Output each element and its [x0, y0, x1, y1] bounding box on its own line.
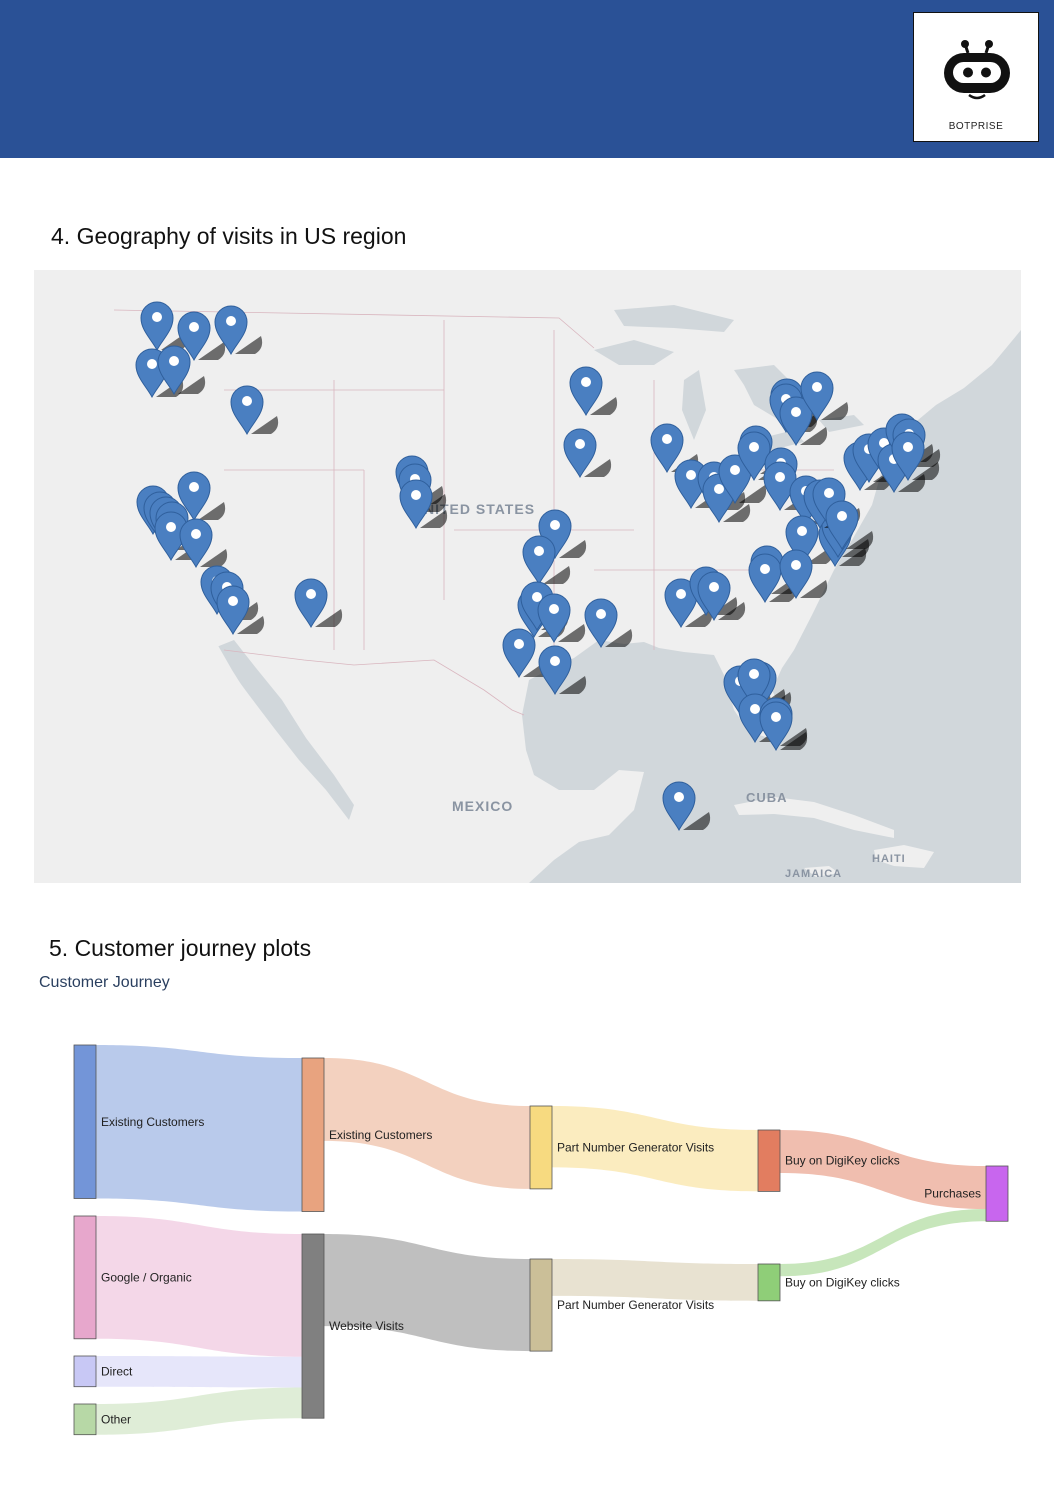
- map-label-cuba: CUBA: [746, 790, 788, 805]
- sankey-node-label: Direct: [101, 1364, 133, 1378]
- map-pin-icon[interactable]: [294, 578, 343, 629]
- sankey-node-label: Other: [101, 1412, 131, 1426]
- sankey-node: [301, 1057, 325, 1212]
- sankey-links: [96, 1045, 986, 1435]
- map-label-jamaica: JAMAICA: [785, 868, 842, 880]
- map-great-lakes: [594, 305, 864, 452]
- botprise-logo: BOTPRISE: [913, 12, 1039, 142]
- sankey-node: [73, 1403, 97, 1436]
- sankey-link: [552, 1259, 758, 1301]
- sankey-link: [552, 1106, 758, 1192]
- map-label-haiti: HAITI: [872, 853, 906, 865]
- robot-icon: [944, 40, 1010, 100]
- sankey-link: [96, 1387, 302, 1435]
- sankey-node-label: Buy on DigiKey clicks: [785, 1154, 900, 1168]
- sankey-link: [324, 1058, 530, 1189]
- map-label-mexico: MEXICO: [452, 798, 513, 814]
- map-pin-icon[interactable]: [179, 518, 228, 569]
- sankey-node-label: Buy on DigiKey clicks: [785, 1275, 900, 1289]
- us-visits-map[interactable]: NITED STATES MEXICO CUBA HAITI JAMAICA: [34, 270, 1021, 883]
- map-pin-icon[interactable]: [569, 366, 618, 417]
- map-borders: [113, 309, 834, 716]
- map-pin-icon[interactable]: [662, 781, 711, 832]
- map-pin-icon[interactable]: [177, 311, 226, 362]
- sankey-link: [96, 1216, 302, 1357]
- map-pin-icon[interactable]: [230, 385, 279, 436]
- map-pin-icon[interactable]: [538, 645, 587, 696]
- map-pin-icon[interactable]: [800, 371, 849, 422]
- map-pin-icon[interactable]: [214, 305, 263, 356]
- sankey-node-label: Purchases: [924, 1187, 981, 1201]
- sankey-link: [780, 1208, 986, 1277]
- sankey-node: [529, 1105, 553, 1190]
- map-land-baja: [209, 640, 354, 820]
- sankey-link: [96, 1356, 302, 1388]
- sankey-node: [757, 1263, 781, 1302]
- section-title-journey: 5. Customer journey plots: [49, 935, 312, 961]
- sankey-nodes: Existing Customers Google / Organic Direct…: [73, 1044, 1009, 1436]
- map-pin-icon[interactable]: [157, 345, 206, 396]
- map-pin-icon[interactable]: [399, 479, 448, 530]
- sankey-node-label: Part Number Generator Visits: [557, 1140, 714, 1154]
- map-pin-icon[interactable]: [563, 428, 612, 479]
- map-land-hispaniola: [874, 845, 934, 868]
- sankey-node: [985, 1165, 1009, 1222]
- map-pin-icon[interactable]: [177, 471, 226, 522]
- report-header: BOTPRISE: [0, 0, 1054, 158]
- sankey-node: [73, 1044, 97, 1199]
- sankey-node-label: Google / Organic: [101, 1270, 192, 1284]
- map-land-cuba: [734, 797, 894, 838]
- chart-title: Customer Journey: [39, 974, 170, 991]
- map-pin-icon[interactable]: [779, 396, 828, 447]
- map-pin-icon[interactable]: [697, 571, 746, 622]
- logo-text: BOTPRISE: [948, 121, 1004, 132]
- sankey-link: [96, 1045, 302, 1212]
- map-markers: [135, 301, 941, 832]
- map-pin-icon[interactable]: [891, 431, 940, 482]
- map-pin-icon[interactable]: [216, 585, 265, 636]
- sankey-node: [73, 1355, 97, 1388]
- map-pin-icon[interactable]: [537, 593, 586, 644]
- map-pin-icon[interactable]: [718, 454, 767, 505]
- sankey-node-label: Existing Customers: [101, 1115, 204, 1129]
- sankey-node: [73, 1215, 97, 1340]
- sankey-link: [324, 1234, 530, 1352]
- sankey-node: [301, 1233, 325, 1419]
- customer-journey-sankey: Customer Journey Existing Customers Googl…: [39, 974, 1009, 1436]
- sankey-node: [529, 1258, 553, 1352]
- sankey-node-label: Part Number Generator Visits: [557, 1298, 714, 1312]
- sankey-node-label: Existing Customers: [329, 1128, 432, 1142]
- map-pin-icon[interactable]: [779, 549, 828, 600]
- map-land-baja-peninsula: [202, 642, 304, 800]
- section-title-geography: 4. Geography of visits in US region: [51, 223, 407, 249]
- sankey-node-label: Website Visits: [329, 1319, 404, 1333]
- map-land-jamaica: [804, 866, 839, 877]
- map-pin-icon[interactable]: [522, 535, 571, 586]
- sankey-link: [780, 1130, 986, 1209]
- map-label-country: NITED STATES: [424, 501, 535, 517]
- map-pin-icon[interactable]: [584, 598, 633, 649]
- map-pin-icon[interactable]: [825, 500, 874, 551]
- sankey-node: [757, 1129, 781, 1192]
- map-pin-icon[interactable]: [759, 701, 808, 752]
